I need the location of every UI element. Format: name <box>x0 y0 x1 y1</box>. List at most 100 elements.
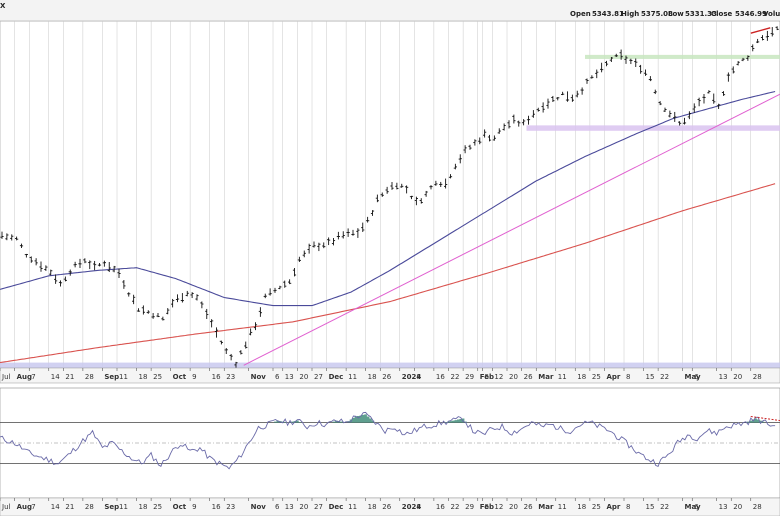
rsi-axis-tick-label: 13 <box>285 503 294 511</box>
price-axis-tick-label: 22 <box>451 373 460 381</box>
ohlc-bar <box>751 44 755 52</box>
price-axis-tick-label: 29 <box>465 373 474 381</box>
chart-header: X Open 5343.81 High 5375.08 Low 5331.33 … <box>0 0 780 20</box>
rsi-axis-tick-label: Jul <box>1 503 11 511</box>
rsi-axis-tick-label: 26 <box>524 503 533 511</box>
ohlc-bar <box>253 322 258 331</box>
ohlc-bar <box>546 98 550 109</box>
ohlc-bar <box>24 253 28 258</box>
ohlc-bar <box>746 55 750 61</box>
rsi-axis-tick-label: 14 <box>51 503 60 511</box>
price-axis-tick-label: Mar <box>538 373 554 381</box>
ohlc-bar <box>268 288 272 296</box>
ohlc-bar <box>327 237 331 246</box>
ohlc-bar <box>5 233 9 241</box>
ohlc-bar <box>214 327 219 338</box>
rsi-axis-tick-label: Mar <box>538 503 554 511</box>
ohlc-bar <box>643 69 648 76</box>
ohlc-bar <box>526 115 531 125</box>
price-axis-bg <box>0 367 780 384</box>
rsi-axis-tick-label: 20 <box>733 503 742 511</box>
ohlc-bar <box>736 61 740 66</box>
price-axis-tick-label: 6 <box>275 373 280 381</box>
price-axis-tick-label: 13 <box>719 373 728 381</box>
ohlc-bar <box>385 186 389 194</box>
ohlc-bar <box>570 94 574 102</box>
price-axis-tick-label: 11 <box>558 373 567 381</box>
ohlc-bar <box>175 294 180 303</box>
ohlc-bar <box>439 181 443 187</box>
price-axis-tick-label: 26 <box>524 373 533 381</box>
price-axis-tick-label: 8 <box>626 373 630 381</box>
rsi-axis-tick-label: 18 <box>139 503 148 511</box>
rsi-axis-tick-label: May <box>685 503 701 511</box>
ohlc-bar <box>127 292 131 297</box>
price-axis-tick-label: 20 <box>299 373 308 381</box>
rsi-axis-tick-label: 22 <box>451 503 460 511</box>
ohlc-bar <box>707 90 711 94</box>
ma50-line <box>0 90 776 307</box>
rsi-axis-tick-label: 18 <box>577 503 586 511</box>
trendlines <box>243 27 780 366</box>
rsi-axis-tick-label: 5 <box>485 503 489 511</box>
rsi-axis-tick-label: 6 <box>275 503 280 511</box>
rsi-axis-tick-label: 11 <box>348 503 357 511</box>
ohlc-bar <box>556 97 560 101</box>
ohlc-bar <box>146 310 150 314</box>
ohlc-bar <box>341 231 345 239</box>
ohlc-bar <box>522 119 526 126</box>
ohlc-bar <box>721 91 726 96</box>
ohlc-bar <box>366 216 370 223</box>
ohlc-bar <box>331 237 336 246</box>
price-axis-tick-label: 5 <box>485 373 489 381</box>
rsi-axis-tick-label: 29 <box>465 503 474 511</box>
rsi-axis-tick-label: Oct <box>173 503 187 511</box>
price-axis-tick-label: 8 <box>416 373 420 381</box>
ohlc-bar <box>478 137 482 145</box>
ohlc-bar <box>370 210 375 216</box>
price-axis-tick-label: 11 <box>119 373 128 381</box>
price-axis-tick-label: 25 <box>592 373 601 381</box>
price-axis-tick-label: 25 <box>153 373 162 381</box>
ohlc-bar <box>132 294 136 305</box>
ohlc-bar <box>409 195 414 200</box>
support-zone <box>585 54 780 59</box>
ohlc-bar <box>390 181 394 190</box>
ohlc-bar <box>195 294 199 301</box>
price-axis-tick-label: 28 <box>753 373 762 381</box>
ohlc-bar <box>19 243 24 249</box>
ohlc-bar <box>414 196 418 206</box>
rsi-axis-tick-label: 9 <box>192 503 196 511</box>
ohlc-bar <box>575 90 579 98</box>
ohlc-bar <box>502 123 506 131</box>
rsi-axis-tick-label: Nov <box>251 503 267 511</box>
ohlc-bar <box>375 194 379 203</box>
price-axis-tick-label: 13 <box>285 373 294 381</box>
ohlc-bar <box>161 316 165 321</box>
rsi-axis-tick-label: Feb <box>480 503 494 511</box>
ohlc-bar <box>712 93 716 104</box>
high-value: 5375.08 <box>641 10 673 18</box>
price-axis-tick-label: 20 <box>509 373 518 381</box>
rsi-axis-tick-label: 28 <box>753 503 762 511</box>
ohlc-bar <box>58 280 63 287</box>
volume-label: Volu <box>763 10 780 18</box>
low-value: 5331.33 <box>685 10 717 18</box>
ohlc-bar <box>609 56 613 63</box>
ohlc-bar <box>731 66 735 74</box>
ohlc-bar <box>190 292 194 299</box>
price-grid <box>0 20 780 498</box>
ohlc-bar <box>405 185 409 194</box>
price-axis-tick-label: Jul <box>1 373 11 381</box>
rsi-axis-tick-label: Apr <box>607 503 621 511</box>
support-zone <box>526 125 780 131</box>
ohlc-bar <box>658 101 662 106</box>
price-axis-tick-label: Oct <box>173 373 187 381</box>
price-axis-tick-label: 14 <box>51 373 60 381</box>
rsi-axis-tick-label: 11 <box>558 503 567 511</box>
price-x-axis: Jul Aug 7 14 21 28 Sep 11 18 25 Oct 9 16 23 Nov 6 13 20 27… <box>0 367 780 384</box>
ohlc-bar <box>361 222 365 232</box>
ohlc-bar <box>49 269 53 276</box>
rsi-axis-tick-label: 15 <box>646 503 655 511</box>
price-axis-tick-label: 16 <box>436 373 445 381</box>
